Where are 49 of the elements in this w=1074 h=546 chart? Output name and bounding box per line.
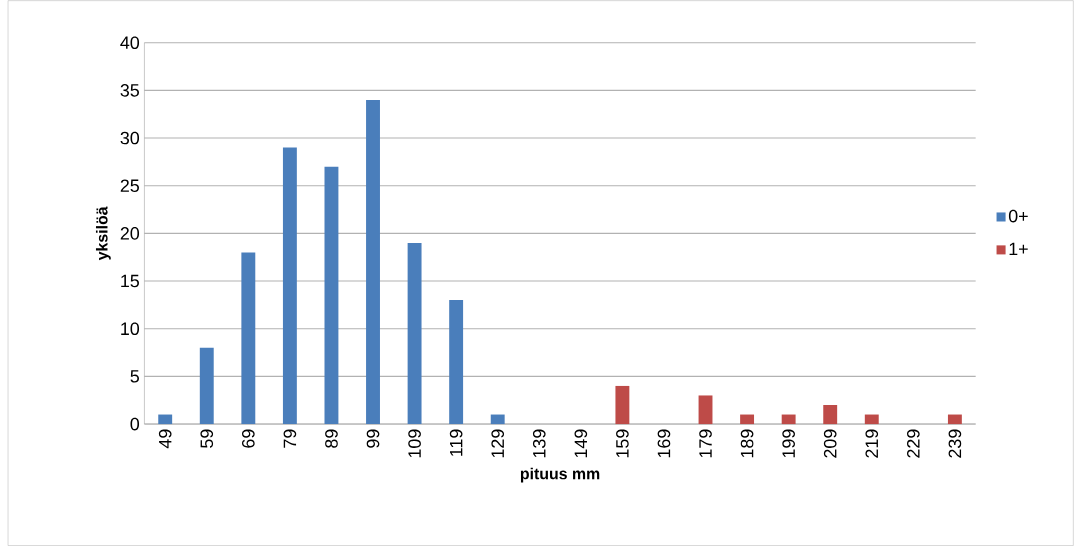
y-tick-label: 5 [130, 370, 139, 383]
x-tick-label: 199 [782, 429, 795, 458]
y-axis-title: yksilöä [95, 206, 111, 261]
x-tick-label: 179 [699, 429, 712, 458]
x-tick-label: 59 [200, 429, 214, 448]
x-tick-label: 239 [948, 429, 962, 458]
bar [158, 414, 173, 424]
y-tick-label: 30 [120, 131, 140, 145]
y-tick-label: 20 [120, 226, 140, 240]
bar [698, 395, 713, 424]
bar [407, 242, 422, 424]
bar [241, 252, 256, 424]
x-tick-label: 149 [574, 429, 588, 458]
bar [947, 414, 962, 424]
x-tick-label: 229 [907, 429, 920, 458]
x-tick-label: 69 [242, 429, 255, 448]
bar [490, 414, 505, 424]
y-tick-label: 15 [121, 274, 139, 288]
bar [366, 99, 380, 424]
x-tick-label: 219 [865, 429, 879, 458]
legend-label: 1+ [1009, 242, 1028, 255]
x-tick-label: 159 [616, 429, 629, 458]
bar [449, 300, 464, 424]
y-tick-label: 40 [120, 36, 140, 49]
x-tick-label: 139 [532, 429, 546, 458]
x-axis-title: pituus mm [520, 467, 600, 483]
x-tick-label: 49 [158, 429, 172, 449]
x-tick-label: 79 [283, 429, 297, 448]
bar [781, 414, 796, 424]
x-tick-label: 189 [740, 429, 754, 458]
x-tick-label: 169 [657, 429, 671, 458]
bar [615, 385, 630, 424]
bar [324, 166, 339, 424]
x-tick-label: 99 [366, 429, 380, 448]
y-tick-label: 0 [130, 417, 140, 431]
y-tick-label: 35 [120, 83, 139, 97]
x-tick-label: 119 [449, 429, 463, 456]
y-tick-label: 10 [121, 322, 140, 335]
bar [823, 404, 838, 424]
bar [282, 147, 297, 424]
bar [740, 414, 755, 424]
y-tick-label: 25 [120, 179, 139, 192]
x-tick-label: 209 [823, 429, 837, 458]
bar [199, 347, 214, 424]
x-tick-label: 109 [408, 429, 421, 458]
x-tick-label: 89 [325, 429, 338, 448]
legend-label: 0+ [1008, 209, 1028, 223]
bar [864, 414, 879, 424]
x-tick-label: 129 [491, 429, 505, 458]
